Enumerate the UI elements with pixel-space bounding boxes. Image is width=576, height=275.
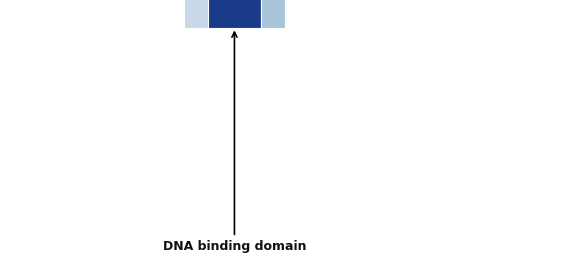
Text: DNA binding domain: DNA binding domain <box>162 32 306 253</box>
Bar <box>184 0 208 28</box>
Bar <box>261 0 285 28</box>
Bar <box>208 0 261 28</box>
